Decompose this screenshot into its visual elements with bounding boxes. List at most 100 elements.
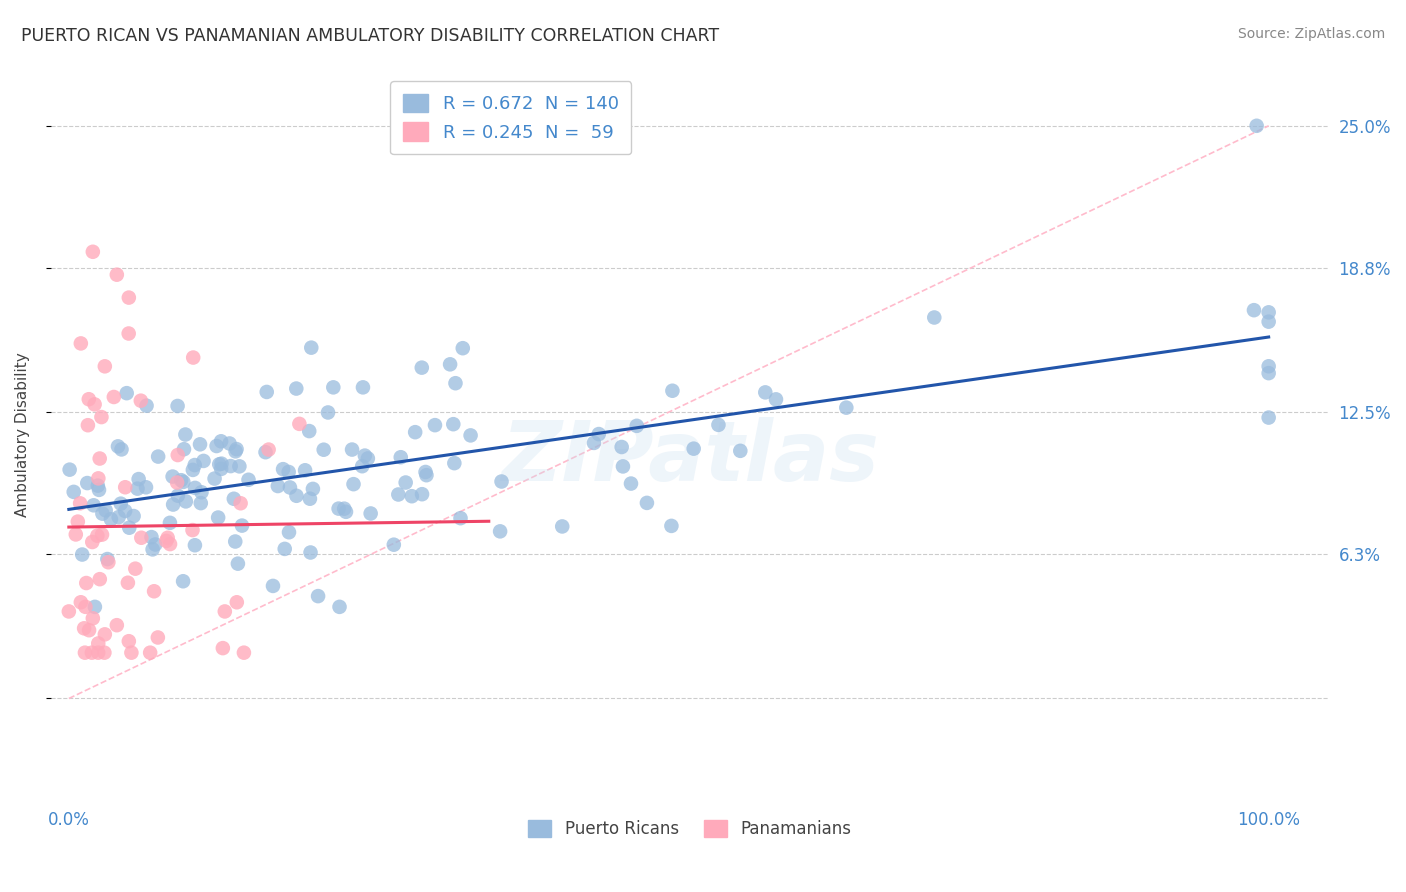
- Point: [214, 604, 236, 618]
- Point: [205, 439, 228, 453]
- Point: [170, 473, 193, 487]
- Point: [131, 531, 153, 545]
- Point: [299, 545, 322, 559]
- Point: [143, 584, 166, 599]
- Point: [91, 507, 114, 521]
- Point: [190, 485, 212, 500]
- Point: [70, 548, 93, 562]
- Point: [105, 618, 128, 632]
- Point: [231, 518, 253, 533]
- Point: [451, 341, 474, 355]
- Point: [661, 519, 683, 533]
- Point: [835, 401, 858, 415]
- Point: [322, 380, 344, 394]
- Point: [181, 463, 204, 477]
- Point: [328, 599, 350, 614]
- Point: [87, 471, 110, 485]
- Point: [439, 357, 461, 371]
- Text: Source: ZipAtlas.com: Source: ZipAtlas.com: [1237, 27, 1385, 41]
- Point: [278, 480, 301, 494]
- Point: [211, 641, 233, 656]
- Point: [124, 562, 146, 576]
- Point: [360, 507, 382, 521]
- Point: [1257, 305, 1279, 319]
- Point: [285, 382, 308, 396]
- Point: [208, 458, 231, 472]
- Point: [610, 440, 633, 454]
- Point: [62, 484, 84, 499]
- Point: [82, 611, 104, 625]
- Point: [257, 442, 280, 457]
- Point: [159, 516, 181, 530]
- Point: [110, 442, 132, 457]
- Point: [118, 634, 141, 648]
- Point: [183, 458, 205, 472]
- Point: [352, 380, 374, 394]
- Point: [167, 489, 190, 503]
- Point: [97, 555, 120, 569]
- Point: [127, 482, 149, 496]
- Point: [139, 646, 162, 660]
- Point: [262, 579, 284, 593]
- Point: [128, 472, 150, 486]
- Point: [93, 646, 115, 660]
- Point: [159, 537, 181, 551]
- Point: [69, 336, 91, 351]
- Point: [87, 646, 110, 660]
- Point: [278, 525, 301, 540]
- Point: [91, 527, 114, 541]
- Point: [100, 512, 122, 526]
- Text: ZIPatlas: ZIPatlas: [501, 417, 879, 498]
- Point: [174, 427, 197, 442]
- Point: [190, 496, 212, 510]
- Point: [184, 538, 207, 552]
- Point: [77, 392, 100, 407]
- Point: [80, 646, 103, 660]
- Point: [122, 509, 145, 524]
- Point: [307, 589, 329, 603]
- Point: [225, 444, 247, 458]
- Point: [66, 515, 89, 529]
- Point: [754, 385, 776, 400]
- Point: [682, 442, 704, 456]
- Point: [226, 557, 249, 571]
- Point: [298, 424, 321, 438]
- Point: [730, 443, 752, 458]
- Point: [82, 535, 104, 549]
- Point: [229, 496, 252, 510]
- Point: [254, 445, 277, 459]
- Point: [661, 384, 683, 398]
- Point: [209, 462, 232, 476]
- Point: [173, 442, 195, 457]
- Point: [103, 390, 125, 404]
- Point: [489, 524, 512, 539]
- Point: [404, 425, 426, 439]
- Point: [77, 624, 100, 638]
- Point: [162, 469, 184, 483]
- Point: [73, 646, 96, 660]
- Point: [65, 527, 87, 541]
- Point: [172, 475, 194, 489]
- Point: [256, 384, 278, 399]
- Text: PUERTO RICAN VS PANAMANIAN AMBULATORY DISABILITY CORRELATION CHART: PUERTO RICAN VS PANAMANIAN AMBULATORY DI…: [21, 27, 720, 45]
- Point: [166, 399, 188, 413]
- Point: [1257, 315, 1279, 329]
- Point: [444, 376, 467, 391]
- Point: [77, 418, 100, 433]
- Point: [83, 397, 105, 411]
- Point: [340, 442, 363, 457]
- Point: [218, 436, 240, 450]
- Point: [207, 510, 229, 524]
- Point: [1257, 366, 1279, 380]
- Point: [166, 475, 188, 490]
- Point: [89, 572, 111, 586]
- Point: [156, 531, 179, 545]
- Point: [342, 477, 364, 491]
- Point: [299, 341, 322, 355]
- Point: [107, 439, 129, 453]
- Point: [162, 498, 184, 512]
- Point: [228, 459, 250, 474]
- Point: [411, 360, 433, 375]
- Point: [114, 480, 136, 494]
- Point: [107, 510, 129, 524]
